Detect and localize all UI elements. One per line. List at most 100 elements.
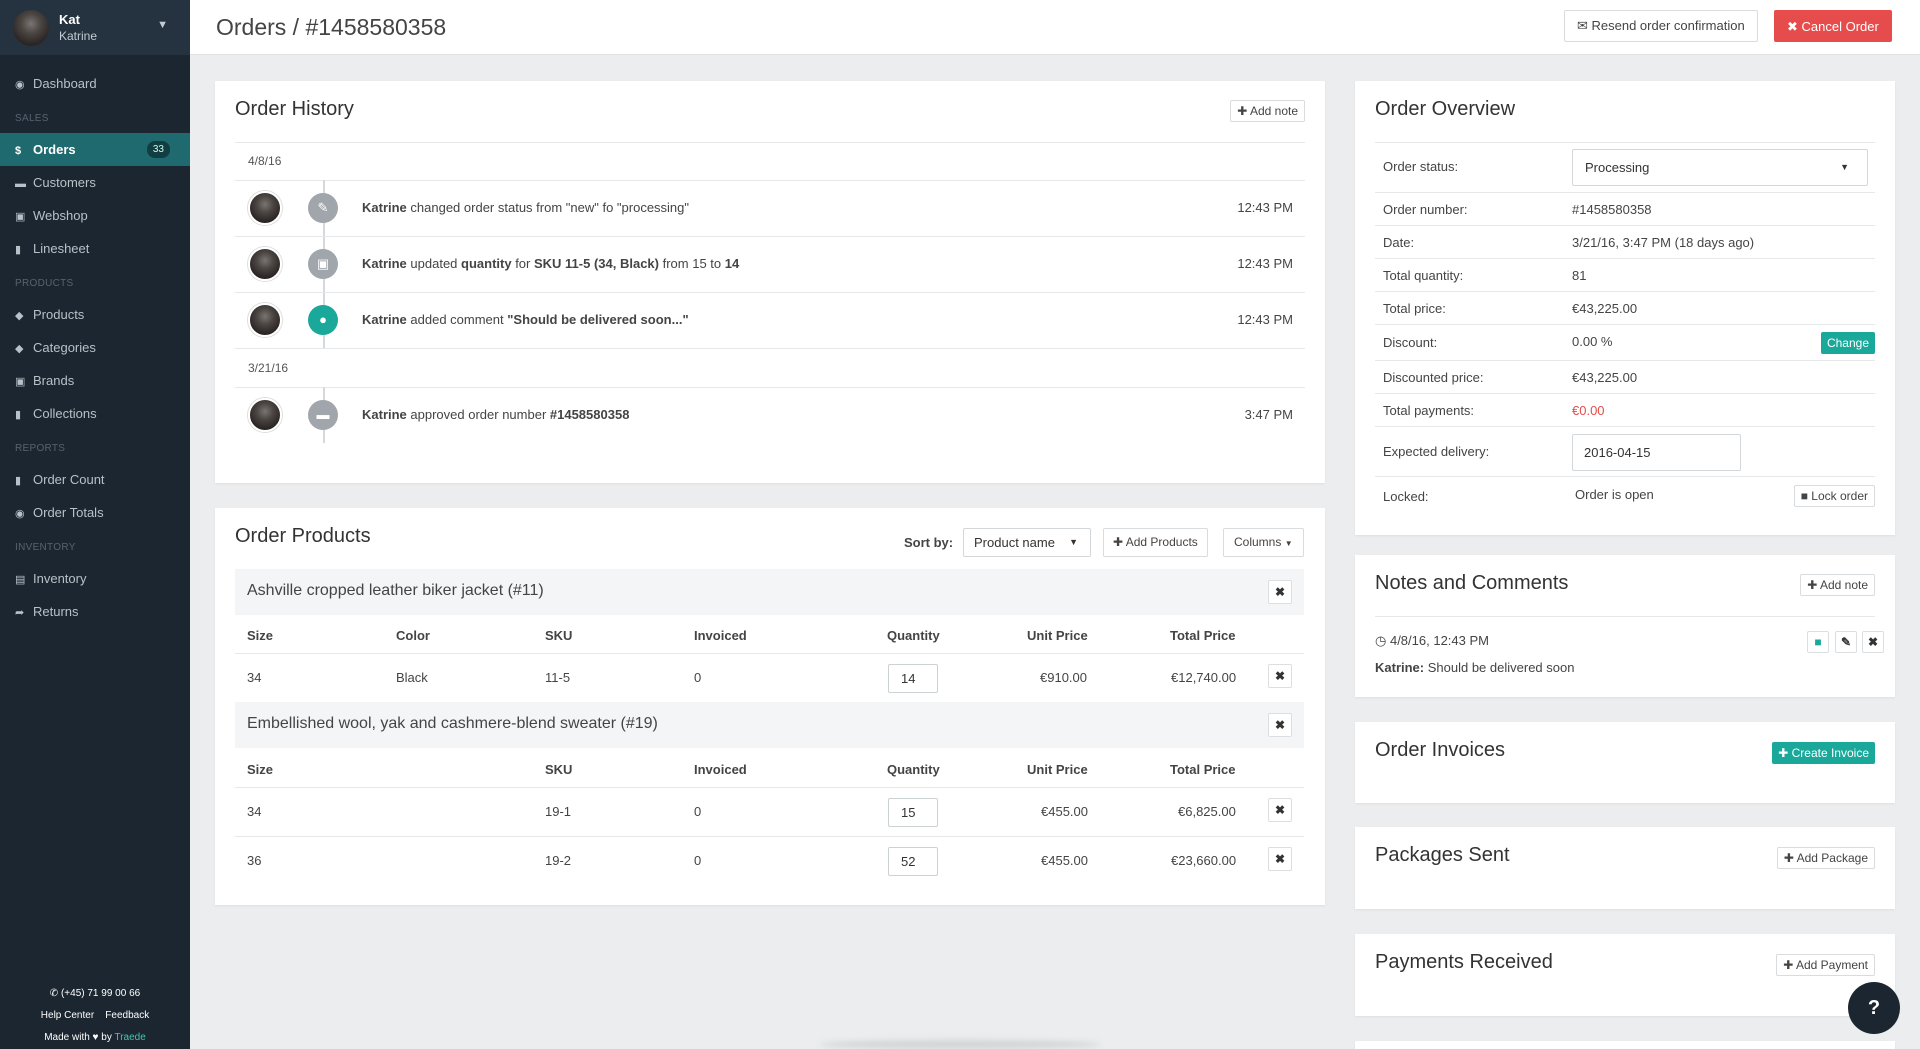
resend-confirmation-button[interactable]: ✉ Resend order confirmation	[1564, 10, 1758, 42]
add-products-button[interactable]: ✚ Add Products	[1103, 528, 1208, 557]
delete-icon[interactable]: ✖	[1862, 631, 1884, 653]
notes-title: Notes and Comments	[1375, 572, 1569, 594]
order-history-panel: Order History ✚ Add note 4/8/16 ✎ Katrin…	[215, 81, 1325, 483]
columns-button[interactable]: Columns ▼	[1223, 528, 1304, 557]
sidebar-item-brands[interactable]: ▣ Brands	[0, 364, 190, 397]
order-products-title: Order Products	[235, 525, 371, 547]
remove-product-button[interactable]: ✖	[1268, 713, 1292, 737]
sort-select[interactable]: Product name ▼	[963, 528, 1091, 557]
brand-link[interactable]: Traede	[114, 1032, 146, 1043]
create-invoice-button[interactable]: ✚ Create Invoice	[1772, 742, 1875, 764]
label: Expected delivery:	[1383, 444, 1490, 459]
sidebar-item-customers[interactable]: ▬ Customers	[0, 166, 190, 199]
product-name: Embellished wool, yak and cashmere-blend…	[247, 715, 658, 732]
note-text: Katrine: Should be delivered soon	[1375, 660, 1575, 675]
label: Discount:	[1383, 335, 1438, 350]
sidebar-item-dashboard[interactable]: ◉ Dashboard	[0, 67, 190, 100]
help-chat-button[interactable]: ?	[1848, 982, 1900, 1034]
target-icon: ◉	[15, 508, 25, 520]
user-subname: Katrine	[59, 28, 98, 43]
tags-icon: ◆	[15, 343, 24, 355]
user-name: Kat	[59, 11, 80, 27]
add-payment-button[interactable]: ✚ Add Payment	[1776, 954, 1875, 976]
close-icon: ✖	[1787, 19, 1802, 34]
history-entry: ▣ Katrine updated quantity for SKU 11-5 …	[248, 236, 1305, 292]
order-date-value: 3/21/16, 3:47 PM (18 days ago)	[1572, 235, 1755, 250]
remove-row-button[interactable]: ✖	[1268, 847, 1292, 871]
quantity-input[interactable]: 15	[888, 798, 938, 827]
sidebar: Kat Katrine ▼ ◉ Dashboard SALES $ Orders 33…	[0, 0, 190, 1049]
question-icon: ?	[1867, 997, 1881, 1019]
change-discount-button[interactable]: Change	[1820, 332, 1875, 354]
label: Order status:	[1383, 159, 1459, 174]
scroll-shadow	[820, 1040, 1100, 1049]
label: Total quantity:	[1383, 268, 1464, 283]
sidebar-item-order-totals[interactable]: ◉ Order Totals	[0, 496, 190, 529]
sidebar-item-categories[interactable]: ◆ Categories	[0, 331, 190, 364]
orders-count-badge: 33	[146, 141, 170, 158]
sidebar-item-products[interactable]: ◆ Products	[0, 298, 190, 331]
plus-icon: ✚	[1783, 851, 1797, 865]
section-sales: SALES	[15, 113, 49, 124]
clock-icon: ◷	[1375, 633, 1390, 648]
remove-row-button[interactable]: ✖	[1268, 664, 1292, 688]
column-header: SKU	[545, 762, 573, 777]
column-header: Size	[247, 762, 274, 777]
order-number-value: #1458580358	[1572, 202, 1652, 217]
sidebar-item-returns[interactable]: ➦ Returns	[0, 595, 190, 628]
folder-open-icon: ▬	[308, 400, 338, 430]
sort-by-label: Sort by:	[904, 535, 954, 550]
cancel-order-button[interactable]: ✖ Cancel Order	[1774, 10, 1892, 42]
history-entry: ✎ Katrine changed order status from "new…	[248, 180, 1305, 236]
bar-chart-icon: ▮	[15, 475, 22, 487]
label: Date:	[1383, 235, 1415, 250]
dashboard-icon: ◉	[15, 79, 25, 91]
column-header: Quantity	[887, 762, 940, 777]
add-note-button[interactable]: ✚ Add note	[1230, 100, 1305, 122]
user-menu[interactable]: Kat Katrine ▼	[0, 0, 190, 55]
expected-delivery-input[interactable]: 2016-04-15	[1572, 434, 1741, 471]
remove-product-button[interactable]: ✖	[1268, 580, 1292, 604]
add-note-button[interactable]: ✚ Add note	[1800, 574, 1875, 596]
made-with-text: Made with ♥ by	[44, 1032, 112, 1043]
label: Locked:	[1383, 489, 1429, 504]
edit-icon[interactable]: ✎	[1835, 631, 1857, 653]
section-products: PRODUCTS	[15, 278, 74, 289]
lock-order-button[interactable]: ■ Lock order	[1793, 485, 1875, 507]
discount-value: 0.00 %	[1572, 334, 1613, 349]
section-inventory: INVENTORY	[15, 542, 76, 553]
sidebar-item-orders[interactable]: $ Orders 33	[0, 133, 190, 166]
plus-icon: ✚	[1237, 104, 1250, 118]
comment-icon: ●	[308, 305, 338, 335]
total-price-value: €43,225.00	[1572, 301, 1638, 316]
remove-row-button[interactable]: ✖	[1268, 798, 1292, 822]
quantity-input[interactable]: 52	[888, 847, 938, 876]
sidebar-item-inventory[interactable]: ▤ Inventory	[0, 562, 190, 595]
sidebar-item-linesheet[interactable]: ▮ Linesheet	[0, 232, 190, 265]
panel-edge	[1355, 1041, 1895, 1049]
label: Total price:	[1383, 301, 1446, 316]
history-entry: ▬ Katrine approved order number #1458580…	[248, 387, 1305, 443]
phone-number: (+45) 71 99 00 66	[60, 988, 141, 999]
sidebar-item-order-count[interactable]: ▮ Order Count	[0, 463, 190, 496]
caret-down-icon: ▼	[1284, 539, 1293, 548]
top-bar: Orders / #1458580358 ✉ Resend order conf…	[190, 0, 1920, 55]
feedback-link[interactable]: Feedback	[105, 1010, 150, 1021]
discounted-price-value: €43,225.00	[1572, 370, 1638, 385]
packages-title: Packages Sent	[1375, 844, 1510, 866]
sidebar-item-webshop[interactable]: ▣ Webshop	[0, 199, 190, 232]
payments-title: Payments Received	[1375, 951, 1553, 973]
chevron-down-icon[interactable]: ▼	[157, 19, 168, 31]
unlock-icon[interactable]: ■	[1807, 631, 1829, 653]
help-center-link[interactable]: Help Center	[40, 1010, 95, 1021]
payments-panel: Payments Received ✚ Add Payment	[1355, 934, 1895, 1016]
quantity-input[interactable]: 14	[888, 664, 938, 693]
dollar-icon: $	[15, 145, 22, 157]
add-package-button[interactable]: ✚ Add Package	[1776, 847, 1875, 869]
avatar	[248, 247, 282, 281]
order-status-select[interactable]: Processing ▼	[1572, 149, 1868, 186]
sidebar-item-collections[interactable]: ▮ Collections	[0, 397, 190, 430]
total-quantity-value: 81	[1572, 268, 1587, 283]
order-overview-title: Order Overview	[1375, 98, 1516, 120]
column-header: Size	[247, 628, 274, 643]
